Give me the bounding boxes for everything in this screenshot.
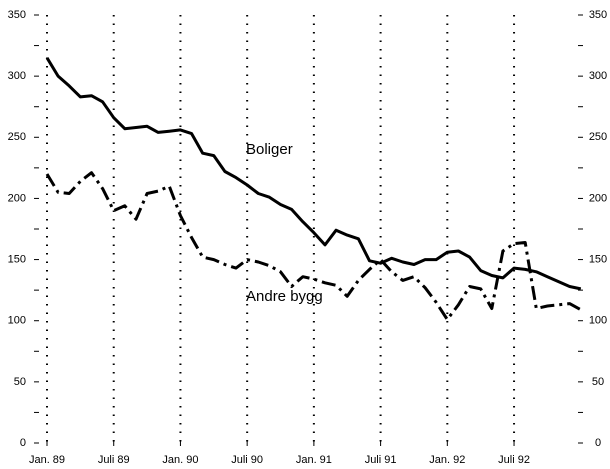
series-label: Boliger: [246, 141, 293, 158]
y-tick-label: 300: [8, 70, 26, 82]
y2-tick-label: 0: [595, 437, 601, 449]
y-tick-label: 150: [8, 253, 26, 265]
y-tick-label: 50: [14, 376, 26, 388]
series-line: [45, 57, 582, 291]
y-tick-label: 200: [8, 192, 26, 204]
series-label: Andre bygg: [246, 288, 323, 305]
x-tick-label: Juli 90: [231, 454, 263, 466]
y2-tick-label: 50: [592, 376, 604, 388]
y2-tick-label: 150: [589, 253, 607, 265]
y2-tick-label: 350: [589, 9, 607, 21]
x-tick-label: Jan. 92: [429, 454, 465, 466]
x-tick-label: Juli 91: [365, 454, 397, 466]
x-tick-label: Jan. 91: [296, 454, 332, 466]
x-tick-label: Juli 92: [498, 454, 530, 466]
y-tick-label: 0: [20, 437, 26, 449]
y2-tick-label: 300: [589, 70, 607, 82]
x-tick-label: Jan. 90: [162, 454, 198, 466]
y2-tick-label: 100: [589, 315, 607, 327]
y2-tick-label: 250: [589, 131, 607, 143]
x-tick-label: Juli 89: [98, 454, 130, 466]
series-line: [45, 171, 582, 321]
y-tick-label: 100: [8, 315, 26, 327]
x-tick-label: Jan. 89: [29, 454, 65, 466]
y2-tick-label: 200: [589, 192, 607, 204]
y-tick-label: 250: [8, 131, 26, 143]
y-tick-label: 350: [8, 9, 26, 21]
